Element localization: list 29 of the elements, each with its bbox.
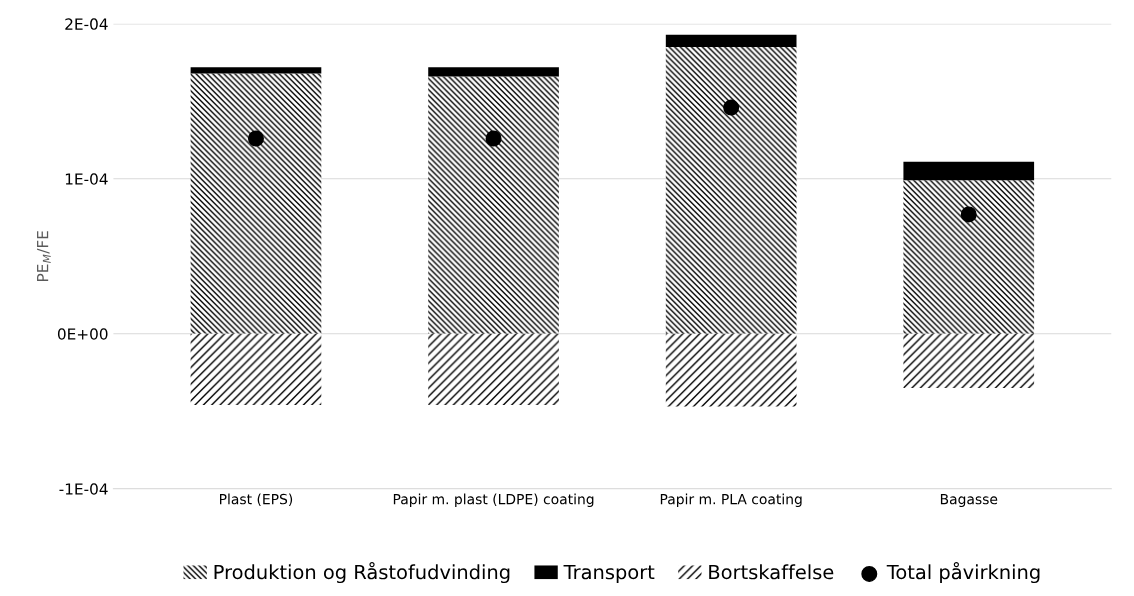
point bbox=[485, 130, 502, 147]
legend-label: Produktion og Råstofudvinding bbox=[214, 562, 510, 584]
point bbox=[960, 206, 977, 223]
x-tick-label: Plast (EPS) bbox=[220, 493, 293, 506]
legend-label: Total påvirkning bbox=[886, 562, 1040, 584]
bar bbox=[428, 76, 559, 334]
point bbox=[247, 130, 264, 147]
bar bbox=[665, 333, 797, 407]
y-axis-title: PE$_{M}$/FE bbox=[37, 231, 51, 281]
legend-label: Bortskaffelse bbox=[709, 564, 834, 580]
bar bbox=[190, 333, 322, 406]
bar bbox=[903, 333, 1035, 388]
bar bbox=[190, 73, 322, 334]
y-tick-label: 0E+00 bbox=[57, 328, 108, 340]
bar bbox=[428, 333, 559, 406]
legend-label: Transport bbox=[563, 564, 655, 584]
bar bbox=[903, 180, 1035, 334]
point bbox=[723, 99, 740, 116]
bar bbox=[903, 161, 1035, 181]
bar bbox=[665, 34, 797, 48]
bar bbox=[665, 47, 797, 334]
y-tick-label: -1E-04 bbox=[59, 483, 108, 495]
x-tick-label: Papir m. plast (LDPE) coating bbox=[393, 493, 594, 508]
x-tick-label: Papir m. PLA coating bbox=[660, 493, 802, 508]
x-tick-label: Bagasse bbox=[940, 494, 998, 508]
y-tick-label: 2E-04 bbox=[65, 18, 108, 30]
bar bbox=[428, 67, 559, 77]
y-tick-label: 1E-04 bbox=[65, 173, 108, 185]
bar bbox=[190, 67, 322, 74]
